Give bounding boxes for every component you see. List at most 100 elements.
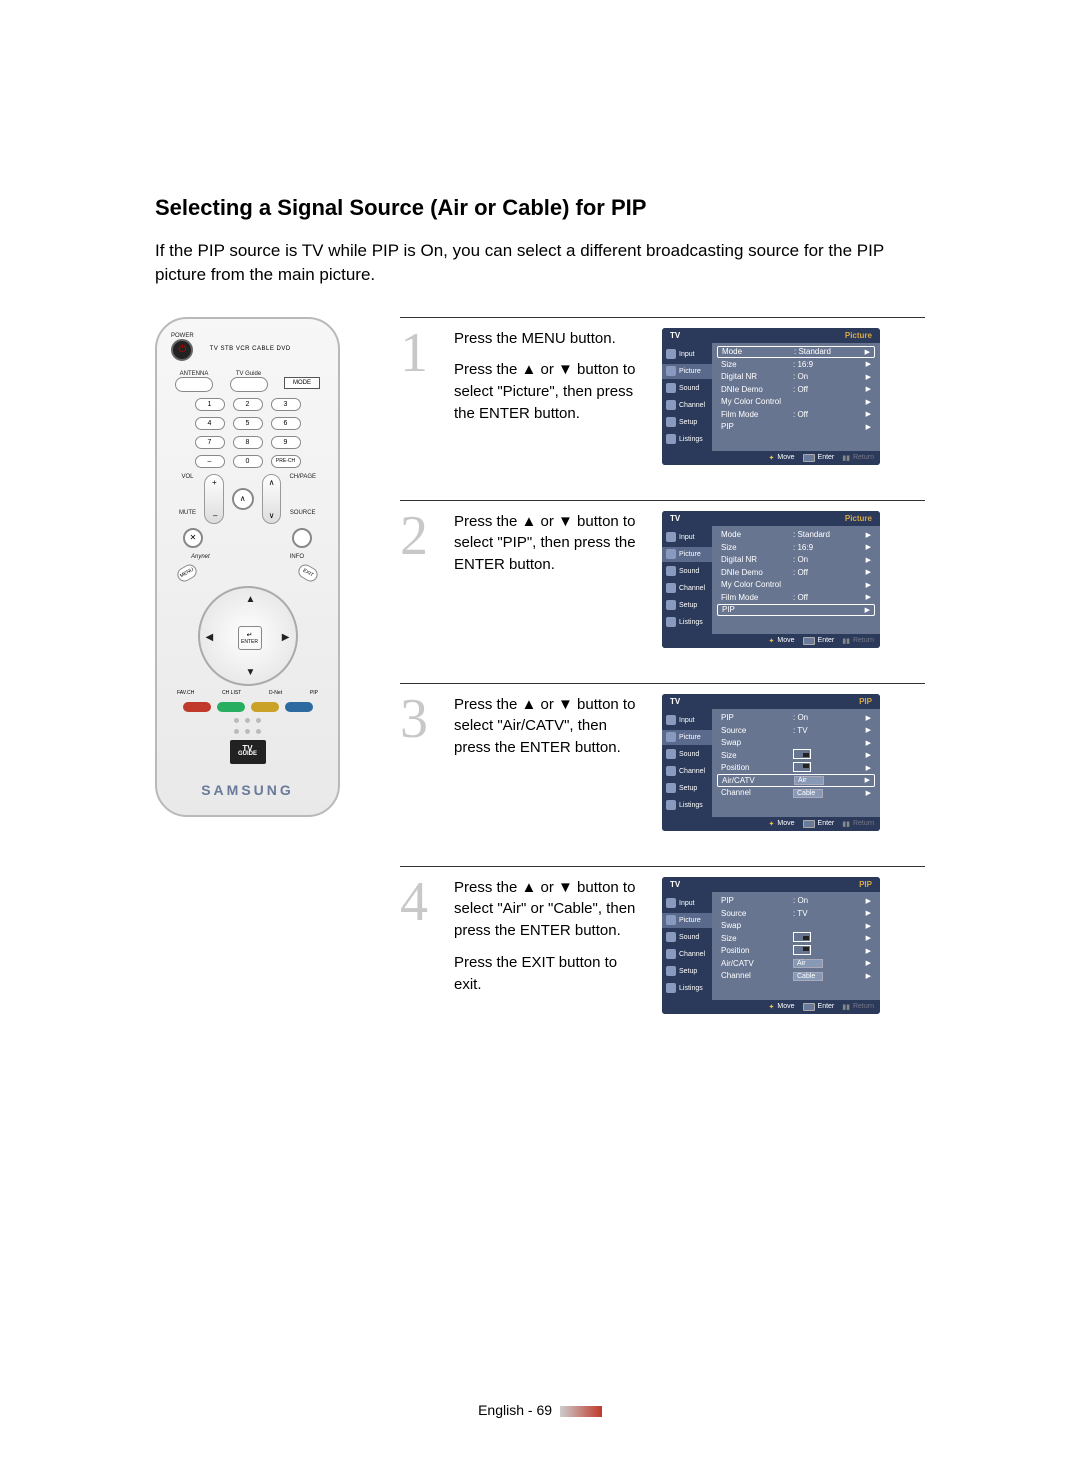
osd-row-mode[interactable]: Mode: Standard▶ — [717, 346, 875, 359]
osd-nav-listings[interactable]: Listings — [662, 615, 712, 630]
osd-nav-picture[interactable]: Picture — [662, 364, 712, 379]
osd-row-pip[interactable]: PIP▶ — [717, 421, 875, 434]
osd-menu: TVPIPInputPictureSoundChannelSetupListin… — [662, 694, 880, 831]
osd-row-size[interactable]: Size▶ — [717, 932, 875, 945]
vol-rocker[interactable]: + – — [204, 474, 224, 524]
osd-row-dnie-demo[interactable]: DNIe Demo: Off▶ — [717, 383, 875, 396]
osd-nav-channel[interactable]: Channel — [662, 764, 712, 779]
osd-row-my-color-control[interactable]: My Color Control▶ — [717, 396, 875, 409]
num-button-0[interactable]: 0 — [233, 455, 263, 468]
osd-row-mode[interactable]: Mode: Standard▶ — [717, 529, 875, 542]
mode-button[interactable]: MODE — [284, 377, 320, 389]
osd-nav-setup[interactable]: Setup — [662, 598, 712, 613]
up-arrow-icon[interactable]: ▲ — [246, 594, 256, 605]
osd-nav-setup[interactable]: Setup — [662, 964, 712, 979]
osd-row-pip[interactable]: PIP▶ — [717, 604, 875, 617]
osd-row-position[interactable]: Position▶ — [717, 762, 875, 775]
exit-button[interactable]: EXIT — [296, 562, 320, 584]
osd-nav-sound[interactable]: Sound — [662, 747, 712, 762]
osd-nav-channel[interactable]: Channel — [662, 581, 712, 596]
osd-row-my-color-control[interactable]: My Color Control▶ — [717, 579, 875, 592]
num-button-1[interactable]: 1 — [195, 398, 225, 411]
num-button-–[interactable]: – — [195, 455, 225, 468]
osd-row-size[interactable]: Size▶ — [717, 749, 875, 762]
osd-row-size[interactable]: Size: 16:9▶ — [717, 358, 875, 371]
osd-nav-input[interactable]: Input — [662, 530, 712, 545]
osd-row-channel[interactable]: ChannelCable▶ — [717, 970, 875, 983]
osd-nav-sound[interactable]: Sound — [662, 381, 712, 396]
osd-nav-picture[interactable]: Picture — [662, 547, 712, 562]
osd-nav-listings[interactable]: Listings — [662, 798, 712, 813]
osd-nav-picture[interactable]: Picture — [662, 913, 712, 928]
osd-nav-input[interactable]: Input — [662, 347, 712, 362]
num-button-8[interactable]: 8 — [233, 436, 263, 449]
right-arrow-icon[interactable]: ▶ — [282, 632, 290, 643]
osd-row-channel[interactable]: ChannelCable▶ — [717, 787, 875, 800]
osd-row-film-mode[interactable]: Film Mode: Off▶ — [717, 591, 875, 604]
color-button-3[interactable] — [285, 702, 313, 712]
osd-row-air-catv[interactable]: Air/CATVAir▶ — [717, 957, 875, 970]
osd-row-size[interactable]: Size: 16:9▶ — [717, 541, 875, 554]
enter-icon — [803, 1003, 815, 1011]
osd-nav-channel[interactable]: Channel — [662, 398, 712, 413]
power-button[interactable]: ⏻ — [171, 339, 193, 361]
osd-row-pip[interactable]: PIP: On▶ — [717, 712, 875, 725]
updown-button[interactable]: ∧ — [232, 488, 254, 510]
num-button-7[interactable]: 7 — [195, 436, 225, 449]
source-button[interactable] — [292, 528, 312, 548]
sound-icon — [666, 749, 676, 759]
osd-row-pip[interactable]: PIP: On▶ — [717, 895, 875, 908]
osd-row-position[interactable]: Position▶ — [717, 945, 875, 958]
chevron-right-icon: ▶ — [866, 360, 871, 368]
osd-row-digital-nr[interactable]: Digital NR: On▶ — [717, 554, 875, 567]
chevron-right-icon: ▶ — [865, 606, 870, 614]
tvguide-button[interactable] — [230, 377, 268, 392]
osd-nav-input[interactable]: Input — [662, 896, 712, 911]
osd-row-film-mode[interactable]: Film Mode: Off▶ — [717, 408, 875, 421]
left-arrow-icon[interactable]: ◀ — [206, 632, 214, 643]
osd-nav-setup[interactable]: Setup — [662, 781, 712, 796]
osd-nav-sound[interactable]: Sound — [662, 930, 712, 945]
num-button-5[interactable]: 5 — [233, 417, 263, 430]
chevron-right-icon: ▶ — [866, 751, 871, 759]
menu-button[interactable]: MENU — [175, 562, 199, 584]
dpad[interactable]: ▲ ▼ ◀ ▶ ↵ ENTER — [198, 586, 298, 686]
osd-row-source[interactable]: Source: TV▶ — [717, 907, 875, 920]
osd-nav-input[interactable]: Input — [662, 713, 712, 728]
ch-rocker[interactable]: ∧ ∨ — [262, 474, 282, 524]
osd-row-digital-nr[interactable]: Digital NR: On▶ — [717, 371, 875, 384]
down-arrow-icon[interactable]: ▼ — [246, 667, 256, 678]
color-button-2[interactable] — [251, 702, 279, 712]
num-button-9[interactable]: 9 — [271, 436, 301, 449]
setup-icon — [666, 417, 676, 427]
tvguide-label: TV Guide — [230, 371, 268, 377]
num-button-6[interactable]: 6 — [271, 417, 301, 430]
color-button-1[interactable] — [217, 702, 245, 712]
osd-nav-picture[interactable]: Picture — [662, 730, 712, 745]
osd-tv-label: TV — [670, 697, 680, 706]
num-button-PRE-CH[interactable]: PRE-CH — [271, 455, 301, 468]
enter-button[interactable]: ↵ ENTER — [238, 626, 262, 650]
num-button-3[interactable]: 3 — [271, 398, 301, 411]
source-label: SOURCE — [289, 510, 316, 516]
osd-row-swap[interactable]: Swap▶ — [717, 920, 875, 933]
color-button-0[interactable] — [183, 702, 211, 712]
osd-menu: TVPictureInputPictureSoundChannelSetupLi… — [662, 511, 880, 648]
num-button-2[interactable]: 2 — [233, 398, 263, 411]
osd-row-dnie-demo[interactable]: DNIe Demo: Off▶ — [717, 566, 875, 579]
osd-nav-listings[interactable]: Listings — [662, 981, 712, 996]
step-4: 4Press the ▲ or ▼ button to select "Air"… — [400, 866, 925, 1049]
mute-button[interactable]: ✕ — [183, 528, 203, 548]
antenna-button[interactable] — [175, 377, 213, 392]
osd-row-air-catv[interactable]: Air/CATVAir▶ — [717, 774, 875, 787]
osd-nav-setup[interactable]: Setup — [662, 415, 712, 430]
osd-nav-listings[interactable]: Listings — [662, 432, 712, 447]
num-button-4[interactable]: 4 — [195, 417, 225, 430]
osd-nav-channel[interactable]: Channel — [662, 947, 712, 962]
chevron-right-icon: ▶ — [866, 972, 871, 980]
input-icon — [666, 532, 676, 542]
osd-nav-sound[interactable]: Sound — [662, 564, 712, 579]
osd-row-source[interactable]: Source: TV▶ — [717, 724, 875, 737]
enter-icon — [803, 454, 815, 462]
osd-row-swap[interactable]: Swap▶ — [717, 737, 875, 750]
